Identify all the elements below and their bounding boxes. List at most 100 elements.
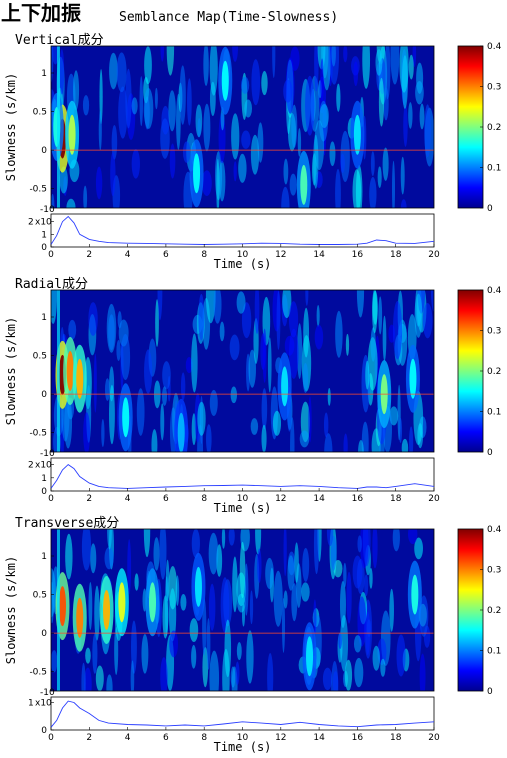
heatmap-streak	[389, 588, 394, 632]
x-axis-label: Time (s)	[214, 257, 272, 271]
trace-frame	[50, 457, 435, 492]
heatmap-streak	[257, 548, 262, 583]
heatmap-streak	[185, 356, 193, 374]
heatmap-streak	[155, 299, 159, 347]
x-tick-label: 20	[428, 733, 440, 743]
heatmap-streak	[384, 46, 391, 100]
heatmap-streak	[369, 176, 377, 208]
heatmap-streak	[335, 310, 343, 358]
heatmap-streak	[372, 645, 380, 671]
heatmap-streak	[144, 349, 153, 394]
heatmap-streak	[308, 396, 312, 443]
heatmap-streak	[369, 567, 373, 589]
heatmap-frame	[50, 45, 435, 209]
hotspot-core	[300, 164, 308, 205]
vertical-colorbar	[457, 45, 484, 209]
heatmap-streak	[88, 302, 98, 336]
hotspot-core	[76, 358, 84, 399]
x-tick-label: 0	[48, 494, 54, 504]
x-tick-label: 16	[352, 494, 364, 504]
heatmap-streak	[116, 52, 127, 93]
heatmap-streak	[362, 46, 371, 89]
heatmap-streak	[255, 529, 262, 555]
heatmap-streak	[221, 529, 226, 549]
heatmap-streak	[68, 319, 77, 340]
heatmap-streak	[94, 585, 100, 641]
hotspot-core	[148, 582, 156, 623]
heatmap-streak	[101, 418, 105, 448]
y-tick-label: 0.5	[33, 352, 47, 362]
colorbar-tick-label: 0.1	[487, 164, 501, 174]
heatmap-streak	[182, 141, 191, 163]
heatmap-streak	[238, 153, 247, 183]
heatmap-streak	[164, 576, 169, 637]
heatmap-streak	[127, 539, 132, 595]
heatmap-streak	[261, 70, 268, 96]
heatmap-streak	[372, 290, 378, 334]
hotspot-core	[76, 597, 84, 638]
heatmap-streak	[90, 543, 97, 574]
heatmap-streak	[189, 618, 199, 643]
heatmap-streak	[95, 665, 104, 691]
heatmap-streak	[106, 303, 117, 353]
y-tick-label: -0.5	[29, 185, 47, 195]
heatmap-streak	[424, 104, 431, 158]
y-axis-label: Slowness (s/km)	[4, 317, 18, 425]
colorbar-tick-label: 0.4	[487, 525, 502, 535]
x-tick-label: 14	[313, 250, 325, 260]
trace-line	[50, 700, 435, 728]
heatmap-streak	[88, 582, 93, 631]
heatmap-streak	[236, 291, 246, 314]
heatmap-streak	[51, 193, 55, 208]
heatmap-streak	[232, 556, 238, 613]
heatmap-streak	[233, 161, 237, 182]
heatmap-streak	[326, 529, 334, 547]
x-tick-label: 8	[201, 250, 207, 260]
vertical-component-title: Vertical成分	[15, 33, 104, 48]
y-tick-label: 0	[41, 629, 47, 639]
hotspot-core	[194, 566, 202, 607]
heatmap-streak	[322, 667, 333, 691]
heatmap-streak	[98, 110, 102, 151]
heatmap-streak	[362, 529, 371, 567]
heatmap-streak	[372, 529, 378, 569]
heatmap-streak	[160, 46, 165, 62]
heatmap-streak	[398, 417, 403, 443]
trace-y-tick-label: 2	[28, 461, 34, 471]
colorbar-tick-label: 0.3	[487, 83, 501, 93]
y-tick-label: 1	[41, 552, 47, 562]
heatmap-streak	[66, 198, 76, 208]
colorbar-tick-label: 0.2	[487, 367, 501, 377]
trace-scale-label: x10	[35, 218, 52, 228]
heatmap-streak	[159, 529, 167, 580]
heatmap-streak	[414, 293, 423, 338]
heatmap-streak	[283, 529, 287, 577]
x-tick-label: 0	[48, 250, 54, 260]
heatmap-streak	[419, 595, 429, 637]
heatmap-streak	[144, 46, 152, 85]
heatmap-streak	[419, 653, 426, 691]
hotspot-core	[68, 114, 76, 155]
heatmap-streak	[346, 571, 352, 624]
heatmap-streak	[340, 130, 350, 182]
colorbar-tick-label: 0.2	[487, 606, 501, 616]
heatmap-streak	[134, 573, 139, 591]
heatmap-streak	[208, 532, 219, 575]
heatmap-streak	[353, 635, 362, 653]
trace-y-tick-label: 0	[41, 487, 47, 497]
heatmap-streak	[241, 130, 251, 149]
radial-component-title: Radial成分	[15, 277, 88, 292]
y-axis-label: Slowness (s/km)	[4, 556, 18, 664]
heatmap-streak	[408, 529, 418, 545]
x-tick-label: 18	[390, 250, 402, 260]
transverse-component-title: Transverse成分	[15, 516, 119, 531]
heatmap-streak	[116, 340, 121, 361]
semblance-heatmap	[51, 46, 434, 208]
heatmap-streak	[160, 403, 165, 441]
heatmap-streak	[282, 290, 292, 319]
heatmap-streak	[51, 290, 58, 324]
heatmap-streak	[209, 389, 218, 416]
heatmap-streak	[333, 559, 343, 578]
